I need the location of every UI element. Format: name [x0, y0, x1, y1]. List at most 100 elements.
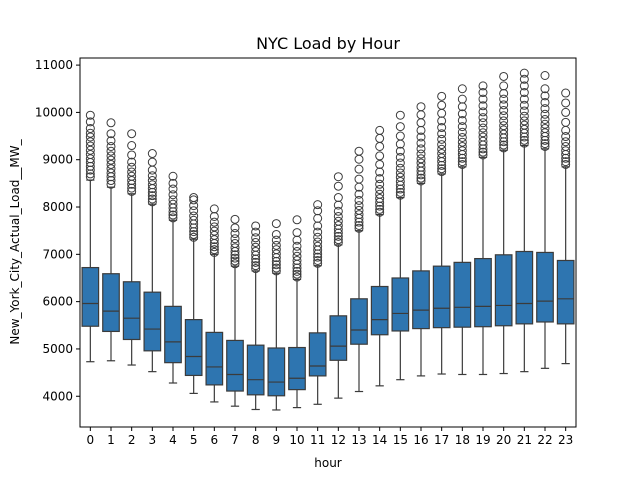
box-hour-9 [267, 219, 286, 411]
outlier-point [561, 159, 571, 169]
outlier-point [416, 154, 426, 164]
outlier-point [85, 150, 95, 160]
outlier-point [416, 162, 426, 172]
outlier-point [478, 132, 488, 142]
outlier-point [251, 264, 261, 274]
x-tick-label: 21 [517, 433, 532, 447]
outlier-point [209, 222, 219, 232]
outlier-point [478, 88, 488, 98]
outlier-point [395, 146, 405, 156]
outlier-point [271, 240, 281, 250]
outlier-point [437, 91, 447, 101]
outlier-point [519, 94, 529, 104]
outlier-point [189, 206, 199, 216]
outlier-point [168, 190, 178, 200]
box-body [453, 261, 472, 328]
box-hour-15 [391, 110, 410, 381]
box-body [494, 254, 513, 327]
outlier-point [478, 147, 488, 157]
outlier-point [354, 205, 364, 215]
outlier-point [271, 245, 281, 255]
x-tick-label: 20 [496, 433, 511, 447]
outlier-point [354, 189, 364, 199]
outlier-point [375, 125, 385, 135]
outlier-point [292, 269, 302, 279]
outlier-point [292, 246, 302, 256]
outlier-point [561, 98, 571, 108]
outlier-point [478, 118, 488, 128]
x-tick-label: 3 [149, 433, 157, 447]
outlier-point [395, 190, 405, 200]
outlier-point [168, 171, 178, 181]
outlier-point [354, 146, 364, 156]
outlier-point [85, 172, 95, 182]
outlier-point [478, 113, 488, 123]
outlier-point [251, 242, 261, 252]
outlier-point [519, 100, 529, 110]
outlier-point [457, 94, 467, 104]
box-hour-0 [81, 110, 100, 363]
outlier-point [106, 155, 116, 165]
outlier-point [395, 110, 405, 120]
outlier-point [375, 204, 385, 214]
box-body [391, 277, 410, 332]
outlier-point [168, 184, 178, 194]
outlier-point [416, 132, 426, 142]
box-body [102, 273, 120, 333]
outlier-point [106, 129, 116, 139]
outlier-point [209, 247, 219, 257]
x-tick-label: 1 [107, 433, 115, 447]
outlier-point [540, 123, 550, 133]
box-hour-22 [536, 71, 554, 369]
outlier-point [437, 123, 447, 133]
outlier-point [127, 167, 137, 177]
outlier-point [540, 128, 550, 138]
outlier-point [127, 129, 137, 139]
outlier-point [375, 185, 385, 195]
outlier-point [230, 229, 240, 239]
outlier-point [292, 251, 302, 261]
box-body [164, 305, 182, 364]
plot-area [81, 68, 575, 411]
outlier-point [209, 235, 219, 245]
x-axis-label: hour [314, 456, 342, 470]
box-body [122, 281, 141, 341]
box-body [536, 251, 554, 323]
outlier-point [395, 187, 405, 197]
box-body [246, 344, 265, 396]
outlier-point [354, 223, 364, 233]
outlier-point [292, 228, 302, 238]
y-tick-label: 9000 [42, 153, 73, 167]
outlier-point [354, 220, 364, 230]
y-tick-label: 10000 [35, 105, 73, 119]
outlier-point [209, 226, 219, 236]
outlier-point [395, 172, 405, 182]
outlier-point [519, 74, 529, 84]
outlier-point [271, 266, 281, 276]
outlier-point [168, 199, 178, 209]
outlier-point [313, 258, 323, 268]
outlier-point [540, 141, 550, 151]
outlier-point [333, 172, 343, 182]
outlier-point [251, 233, 261, 243]
outlier-point [85, 145, 95, 155]
outlier-point [540, 115, 550, 124]
outlier-point [292, 266, 302, 276]
outlier-point [333, 211, 343, 221]
outlier-point [333, 216, 343, 226]
box-hour-11 [308, 200, 327, 405]
outlier-point [354, 195, 364, 205]
axes-frame [79, 57, 577, 428]
outlier-point [416, 144, 426, 154]
chart-title: NYC Load by Hour [256, 34, 400, 53]
outlier-point [292, 255, 302, 265]
outlier-point [478, 81, 488, 91]
outlier-point [127, 176, 137, 186]
y-tick-label: 8000 [42, 200, 73, 214]
outlier-point [457, 159, 467, 169]
box-hour-13 [350, 146, 368, 393]
x-tick-label: 4 [169, 433, 177, 447]
box-body [143, 291, 162, 352]
outlier-point [540, 97, 550, 107]
outlier-point [354, 164, 364, 174]
